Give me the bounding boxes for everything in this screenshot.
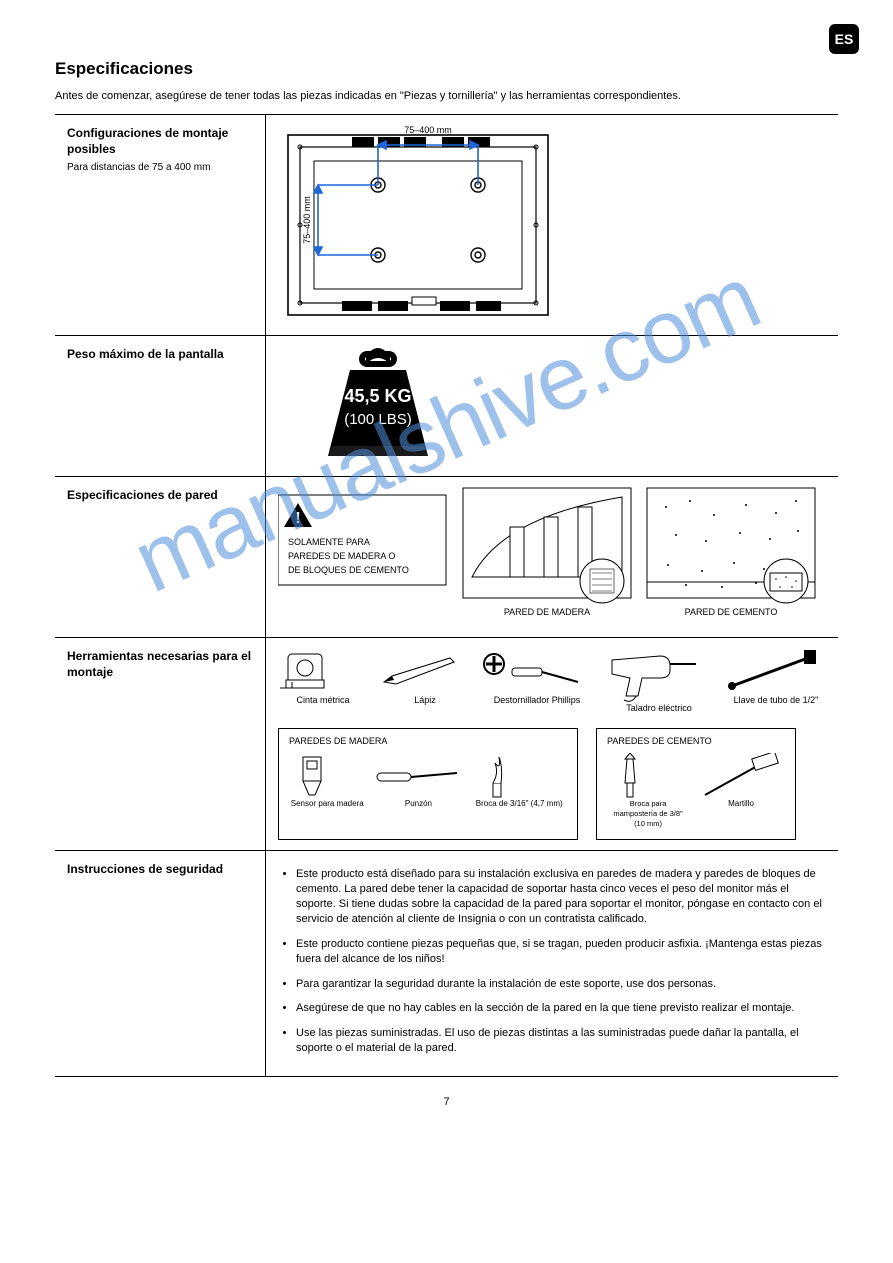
row1-heading-cell: Configuraciones de montaje posibles Para… bbox=[55, 114, 266, 335]
pencil-icon bbox=[380, 648, 460, 694]
socket-label: Llave de tubo de 1/2" bbox=[726, 694, 826, 706]
drill-bit-icon bbox=[471, 753, 525, 799]
tool-tape: Cinta métrica bbox=[278, 648, 368, 706]
warn-line1: SOLAMENTE PARA bbox=[288, 537, 370, 547]
table-row: Instrucciones de seguridad Este producto… bbox=[55, 851, 838, 1076]
svg-text:!: ! bbox=[295, 510, 300, 527]
masonry-bit-icon bbox=[607, 753, 653, 799]
tool-pencil: Lápiz bbox=[380, 648, 470, 706]
vesa-h-label: 75–400 mm bbox=[404, 125, 452, 135]
wood-wall-label: PARED DE MADERA bbox=[504, 607, 590, 617]
manual-page: ES Especificaciones Antes de comenzar, a… bbox=[0, 0, 893, 1150]
row1-heading: Configuraciones de montaje posibles bbox=[67, 125, 253, 157]
wood-wall-figure: PARED DE MADERA bbox=[462, 487, 632, 627]
warn-line3: DE BLOQUES DE CEMENTO bbox=[288, 565, 409, 575]
row5-heading-cell: Instrucciones de seguridad bbox=[55, 851, 266, 1076]
row3-heading: Especificaciones de pared bbox=[67, 487, 253, 503]
drill-icon bbox=[604, 648, 704, 702]
list-item: Use las piezas suministradas. El uso de … bbox=[296, 1026, 826, 1056]
row5-heading: Instrucciones de seguridad bbox=[67, 861, 253, 877]
tool-hammer: Martillo bbox=[697, 753, 785, 810]
row3-heading-cell: Especificaciones de pared bbox=[55, 476, 266, 637]
weight-icon: 45,5 KG (100 LBS) bbox=[278, 346, 478, 466]
stud-label: Sensor para madera bbox=[289, 799, 365, 810]
tool-phillips: Destornillador Phillips bbox=[482, 648, 592, 706]
hammer-label: Martillo bbox=[697, 799, 785, 810]
tool-awl: Punzón bbox=[375, 753, 461, 810]
warn-line2: PAREDES DE MADERA O bbox=[288, 551, 395, 561]
row1-figure-cell: 75–400 mm 75–400 mm bbox=[266, 114, 839, 335]
masonry-label: Broca para mampostería de 3/8" (10 mm) bbox=[607, 799, 689, 829]
spec-table: Configuraciones de montaje posibles Para… bbox=[55, 114, 838, 1077]
row2-heading-cell: Peso máximo de la pantalla bbox=[55, 335, 266, 476]
list-item: Este producto está diseñado para su inst… bbox=[296, 867, 826, 926]
weight-lbs: (100 LBS) bbox=[344, 411, 412, 428]
tool-bit316: Broca de 3/16" (4,7 mm) bbox=[471, 753, 567, 810]
hammer-icon bbox=[697, 753, 781, 799]
tool-drill: Taladro eléctrico bbox=[604, 648, 714, 714]
tape-measure-icon bbox=[278, 648, 346, 694]
page-title: Especificaciones bbox=[55, 58, 838, 81]
row4-figure-cell: Cinta métrica Lápiz bbox=[266, 637, 839, 851]
drill-label: Taladro eléctrico bbox=[604, 702, 714, 714]
screwdriver-icon bbox=[482, 648, 582, 694]
conc-box-title: PAREDES DE CEMENTO bbox=[607, 735, 785, 747]
concrete-wall-label: PARED DE CEMENTO bbox=[685, 607, 778, 617]
wood-tools-box: PAREDES DE MADERA Sensor para madera bbox=[278, 728, 578, 841]
row4-heading: Herramientas necesarias para el montaje bbox=[67, 648, 253, 680]
stud-finder-icon bbox=[289, 753, 335, 799]
table-row: Configuraciones de montaje posibles Para… bbox=[55, 114, 838, 335]
vesa-diagram: 75–400 mm 75–400 mm bbox=[278, 125, 578, 325]
bit316-label: Broca de 3/16" (4,7 mm) bbox=[471, 799, 567, 810]
list-item: Para garantizar la seguridad durante la … bbox=[296, 977, 826, 992]
table-row: Herramientas necesarias para el montaje … bbox=[55, 637, 838, 851]
table-row: Especificaciones de pared ! SOLAMENTE PA… bbox=[55, 476, 838, 637]
page-intro: Antes de comenzar, asegúrese de tener to… bbox=[55, 89, 838, 104]
vesa-v-label: 75–400 mm bbox=[302, 196, 312, 244]
awl-icon bbox=[375, 753, 461, 799]
weight-kg: 45,5 KG bbox=[344, 386, 411, 406]
page-number: 7 bbox=[55, 1095, 838, 1110]
socket-wrench-icon bbox=[726, 648, 822, 694]
wall-warning-box: ! SOLAMENTE PARA PAREDES DE MADERA O DE … bbox=[278, 487, 448, 597]
phillips-label: Destornillador Phillips bbox=[482, 694, 592, 706]
row1-sub: Para distancias de 75 a 400 mm bbox=[67, 161, 253, 175]
row2-figure-cell: 45,5 KG (100 LBS) bbox=[266, 335, 839, 476]
list-item: Asegúrese de que no hay cables en la sec… bbox=[296, 1001, 826, 1016]
table-row: Peso máximo de la pantalla 45,5 KG (100 … bbox=[55, 335, 838, 476]
row5-text-cell: Este producto está diseñado para su inst… bbox=[266, 851, 839, 1076]
row3-figure-cell: ! SOLAMENTE PARA PAREDES DE MADERA O DE … bbox=[266, 476, 839, 637]
concrete-tools-box: PAREDES DE CEMENTO Broca para mamposterí… bbox=[596, 728, 796, 841]
row4-heading-cell: Herramientas necesarias para el montaje bbox=[55, 637, 266, 851]
tool-stud: Sensor para madera bbox=[289, 753, 365, 810]
pencil-label: Lápiz bbox=[380, 694, 470, 706]
wood-box-title: PAREDES DE MADERA bbox=[289, 735, 567, 747]
row2-heading: Peso máximo de la pantalla bbox=[67, 346, 253, 362]
guidelines-list: Este producto está diseñado para su inst… bbox=[278, 867, 826, 1055]
tool-socket: Llave de tubo de 1/2" bbox=[726, 648, 826, 706]
tape-label: Cinta métrica bbox=[278, 694, 368, 706]
awl-label: Punzón bbox=[375, 799, 461, 810]
list-item: Este producto contiene piezas pequeñas q… bbox=[296, 937, 826, 967]
language-badge: ES bbox=[829, 24, 859, 54]
concrete-wall-figure: PARED DE CEMENTO bbox=[646, 487, 816, 627]
tool-masonry: Broca para mampostería de 3/8" (10 mm) bbox=[607, 753, 689, 829]
